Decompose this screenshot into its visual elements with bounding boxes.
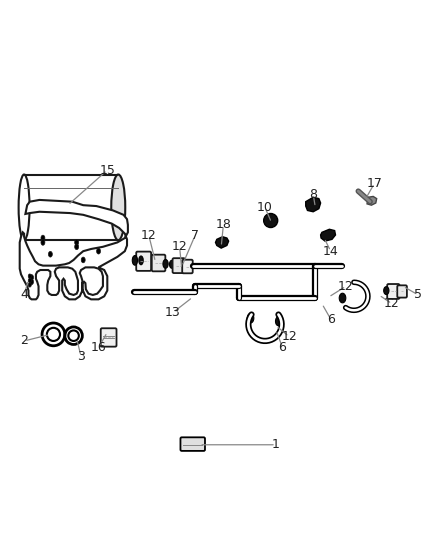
FancyBboxPatch shape — [136, 252, 151, 271]
Ellipse shape — [49, 252, 53, 257]
Ellipse shape — [74, 239, 78, 245]
Text: 5: 5 — [414, 288, 422, 302]
Ellipse shape — [41, 235, 45, 241]
Polygon shape — [20, 200, 128, 300]
Text: 7: 7 — [191, 229, 199, 243]
Text: 6: 6 — [279, 341, 286, 354]
Ellipse shape — [41, 239, 45, 245]
Text: 12: 12 — [281, 330, 297, 343]
FancyBboxPatch shape — [180, 437, 205, 451]
Polygon shape — [321, 229, 336, 241]
Ellipse shape — [276, 317, 281, 326]
Text: 15: 15 — [99, 164, 115, 176]
Polygon shape — [24, 174, 118, 240]
Ellipse shape — [28, 274, 32, 278]
Ellipse shape — [170, 260, 174, 268]
Ellipse shape — [74, 244, 78, 249]
Ellipse shape — [247, 313, 254, 323]
Ellipse shape — [339, 293, 346, 303]
Text: 16: 16 — [91, 341, 106, 354]
Ellipse shape — [81, 257, 85, 263]
Text: 12: 12 — [384, 297, 400, 310]
Ellipse shape — [96, 248, 100, 254]
Ellipse shape — [111, 174, 125, 240]
Text: 2: 2 — [20, 335, 28, 348]
Text: 14: 14 — [323, 245, 339, 257]
Text: 12: 12 — [172, 240, 187, 253]
FancyBboxPatch shape — [173, 258, 185, 273]
Text: 4: 4 — [20, 288, 28, 302]
Text: 3: 3 — [77, 350, 85, 363]
Polygon shape — [306, 197, 321, 212]
FancyBboxPatch shape — [182, 260, 193, 273]
Polygon shape — [215, 237, 229, 248]
FancyBboxPatch shape — [387, 284, 399, 299]
Ellipse shape — [384, 287, 389, 295]
Ellipse shape — [29, 279, 34, 285]
Ellipse shape — [18, 174, 30, 240]
Text: 13: 13 — [165, 306, 181, 319]
FancyBboxPatch shape — [397, 285, 407, 297]
Text: 12: 12 — [338, 280, 354, 293]
Text: 6: 6 — [327, 312, 335, 326]
Text: 8: 8 — [309, 188, 317, 201]
Text: 17: 17 — [367, 177, 382, 190]
FancyBboxPatch shape — [152, 255, 165, 271]
Ellipse shape — [132, 255, 138, 265]
Ellipse shape — [28, 278, 32, 282]
Ellipse shape — [139, 256, 143, 265]
Polygon shape — [367, 197, 377, 205]
Ellipse shape — [28, 282, 32, 287]
Ellipse shape — [29, 274, 34, 280]
Text: 18: 18 — [215, 219, 231, 231]
Text: 10: 10 — [257, 201, 273, 214]
Text: 12: 12 — [141, 229, 157, 243]
Ellipse shape — [163, 260, 168, 268]
Text: 1: 1 — [272, 438, 280, 451]
FancyBboxPatch shape — [101, 328, 117, 346]
Circle shape — [264, 214, 278, 228]
